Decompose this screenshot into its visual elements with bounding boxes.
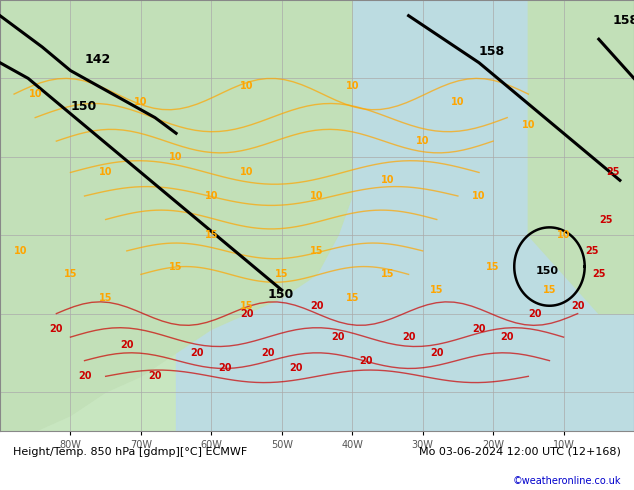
Text: 158: 158	[613, 14, 634, 26]
Text: 15: 15	[275, 270, 288, 279]
Text: 15: 15	[380, 270, 394, 279]
Text: 10: 10	[416, 136, 429, 146]
Text: 150: 150	[268, 288, 294, 301]
Text: 15: 15	[205, 230, 218, 240]
Text: Height/Temp. 850 hPa [gdmp][°C] ECMWF: Height/Temp. 850 hPa [gdmp][°C] ECMWF	[13, 447, 247, 457]
Text: 15: 15	[543, 285, 556, 295]
Text: 10: 10	[240, 81, 254, 91]
Text: 20: 20	[49, 324, 63, 334]
Polygon shape	[176, 0, 634, 431]
Text: 25: 25	[599, 215, 612, 224]
Polygon shape	[0, 0, 353, 431]
Text: 20: 20	[289, 364, 302, 373]
Text: 15: 15	[346, 293, 359, 303]
Text: 15: 15	[486, 262, 500, 271]
Text: Mo 03-06-2024 12:00 UTC (12+168): Mo 03-06-2024 12:00 UTC (12+168)	[420, 447, 621, 457]
Text: 10: 10	[240, 168, 254, 177]
Text: 158: 158	[479, 45, 505, 58]
Text: 20: 20	[430, 348, 444, 358]
Text: 10: 10	[472, 191, 486, 201]
Text: 25: 25	[585, 246, 598, 256]
Text: 10: 10	[310, 191, 324, 201]
Text: 20: 20	[332, 332, 345, 342]
Text: 10: 10	[451, 97, 465, 107]
Text: 142: 142	[84, 53, 111, 66]
Polygon shape	[528, 0, 634, 314]
Text: 10: 10	[557, 230, 571, 240]
Text: 10: 10	[15, 246, 28, 256]
Text: 10: 10	[29, 89, 42, 99]
Text: 20: 20	[402, 332, 415, 342]
Text: 20: 20	[571, 301, 585, 311]
Text: 15: 15	[169, 262, 183, 271]
Text: 15: 15	[240, 301, 254, 311]
Text: 10: 10	[99, 168, 112, 177]
Text: 20: 20	[500, 332, 514, 342]
Text: ©weatheronline.co.uk: ©weatheronline.co.uk	[513, 476, 621, 486]
Text: 20: 20	[310, 301, 324, 311]
Text: 20: 20	[261, 348, 275, 358]
Text: 10: 10	[169, 152, 183, 162]
Text: 10: 10	[346, 81, 359, 91]
Text: 20: 20	[190, 348, 204, 358]
Text: 10: 10	[380, 175, 394, 185]
Text: 20: 20	[240, 309, 254, 318]
Text: 150: 150	[70, 100, 97, 113]
Text: 10: 10	[134, 97, 148, 107]
Text: 20: 20	[359, 356, 373, 366]
Text: 150: 150	[535, 267, 559, 276]
Text: 20: 20	[148, 371, 162, 381]
Text: 20: 20	[78, 371, 91, 381]
Text: 10: 10	[522, 121, 535, 130]
Text: 15: 15	[310, 246, 324, 256]
Text: 15: 15	[63, 270, 77, 279]
Text: 20: 20	[472, 324, 486, 334]
Text: 20: 20	[120, 340, 134, 350]
Text: 20: 20	[529, 309, 542, 318]
Text: 25: 25	[606, 168, 619, 177]
Text: 10: 10	[205, 191, 218, 201]
Text: 15: 15	[430, 285, 444, 295]
Text: 15: 15	[99, 293, 112, 303]
Text: 20: 20	[219, 364, 232, 373]
Text: 25: 25	[592, 270, 605, 279]
